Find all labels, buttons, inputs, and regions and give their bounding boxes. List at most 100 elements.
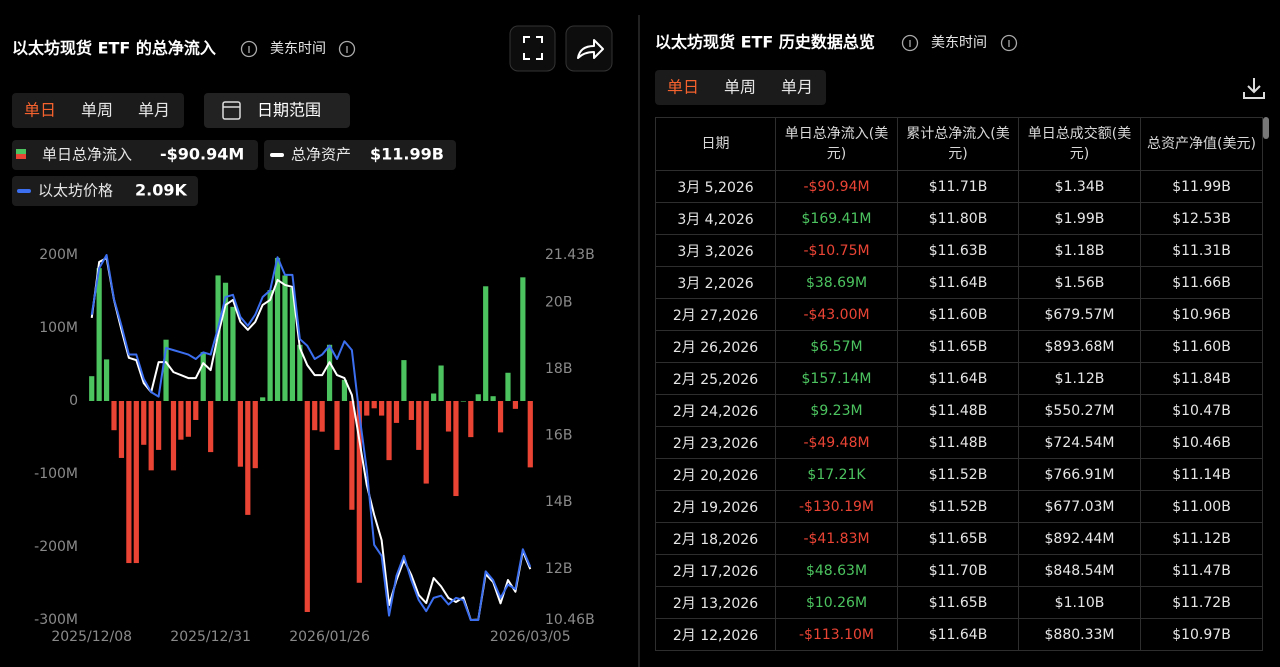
bar[interactable] [274, 257, 281, 401]
bar[interactable] [222, 282, 229, 401]
bar[interactable] [141, 401, 147, 445]
bar[interactable] [178, 401, 184, 440]
tab[interactable]: 单周 [724, 78, 756, 97]
bar[interactable] [282, 275, 288, 401]
table-row[interactable]: 2月 12,2026 -$113.10M $11.64B $880.33M $10.97… [655, 618, 1263, 651]
column-header: 单日总净流入(美元) [775, 117, 898, 171]
bar[interactable] [289, 287, 296, 401]
bar[interactable] [475, 394, 481, 401]
bar[interactable] [423, 401, 429, 484]
bar[interactable] [267, 290, 273, 401]
bar[interactable] [349, 401, 355, 510]
bar[interactable] [453, 401, 459, 497]
tab[interactable]: 单月 [138, 101, 170, 120]
bar[interactable] [527, 401, 533, 468]
tab[interactable]: 单日 [667, 78, 699, 97]
bar[interactable] [341, 379, 348, 401]
bar[interactable] [96, 268, 102, 401]
bar[interactable] [252, 401, 258, 469]
legend-label[interactable]: 以太坊价格 [38, 182, 113, 200]
table-row[interactable]: 2月 25,2026 $157.14M $11.64B $1.12B $11.84B [655, 362, 1263, 395]
bar[interactable] [334, 401, 340, 450]
bar[interactable] [208, 401, 214, 453]
bar[interactable] [89, 376, 95, 401]
table-row[interactable]: 3月 4,2026 $169.41M $11.80B $1.99B $12.53B [655, 202, 1263, 235]
info-icon[interactable] [240, 40, 258, 58]
bar[interactable] [468, 401, 474, 438]
bar[interactable] [356, 401, 362, 583]
bar[interactable] [386, 401, 392, 461]
tab[interactable]: 单周 [81, 101, 113, 120]
bar[interactable] [483, 286, 489, 401]
download-button[interactable] [1243, 78, 1265, 99]
bar[interactable] [230, 306, 236, 401]
bar[interactable] [170, 401, 177, 471]
bar[interactable] [297, 344, 303, 401]
bar[interactable] [520, 277, 526, 401]
table-row[interactable]: 2月 26,2026 $6.57M $11.65B $893.68M $11.60B [655, 330, 1263, 363]
bar[interactable] [111, 401, 117, 431]
table-row[interactable]: 2月 20,2026 $17.21K $11.52B $766.91M $11.14B [655, 458, 1263, 491]
table-row[interactable]: 2月 17,2026 $48.63M $11.70B $848.54M $11.47B [655, 554, 1263, 587]
table-row[interactable]: 2月 24,2026 $9.23M $11.48B $550.27M $10.47B [655, 394, 1263, 427]
info-icon[interactable] [1000, 34, 1018, 52]
table-row[interactable]: 3月 2,2026 $38.69M $11.64B $1.56B $11.66B [655, 266, 1263, 299]
bar[interactable] [505, 372, 511, 401]
bar[interactable] [133, 401, 139, 564]
bar[interactable] [156, 401, 162, 450]
bar[interactable] [148, 401, 154, 471]
bar[interactable] [163, 339, 169, 401]
bar[interactable] [416, 401, 422, 450]
bar[interactable] [245, 401, 251, 515]
tab[interactable]: 单月 [781, 78, 813, 97]
tab[interactable]: 单日 [24, 101, 56, 120]
bar[interactable] [260, 397, 266, 401]
bar[interactable] [200, 352, 206, 401]
bar[interactable] [408, 401, 414, 420]
bar[interactable] [237, 401, 243, 467]
table-row[interactable]: 2月 23,2026 -$49.48M $11.48B $724.54M $10.46B [655, 426, 1263, 459]
bar[interactable] [393, 401, 400, 423]
table-cell: $11.48B [897, 394, 1019, 427]
bar[interactable] [379, 401, 385, 416]
table-row[interactable]: 2月 19,2026 -$130.19M $11.52B $677.03M $11.00… [655, 490, 1263, 523]
bar[interactable] [371, 401, 377, 409]
bar[interactable] [460, 400, 466, 402]
legend-label[interactable]: 总净资产 [291, 146, 351, 164]
bar[interactable] [103, 359, 110, 401]
bar[interactable] [490, 396, 496, 401]
table-row[interactable]: 2月 27,2026 -$43.00M $11.60B $679.57M $10.96B [655, 298, 1263, 331]
table-row[interactable]: 3月 3,2026 -$10.75M $11.63B $1.18B $11.31B [655, 234, 1263, 267]
table-cell: $11.66B [1140, 266, 1263, 299]
bar[interactable] [312, 401, 318, 431]
bar[interactable] [512, 401, 519, 409]
bar[interactable] [118, 401, 125, 458]
info-icon[interactable] [338, 40, 356, 58]
bar[interactable] [401, 360, 407, 401]
scrollbar[interactable] [1263, 117, 1269, 139]
table-row[interactable]: 2月 18,2026 -$41.83M $11.65B $892.44M $11.12B [655, 522, 1263, 555]
y-tick-label: -200M [34, 539, 78, 555]
bar[interactable] [326, 344, 333, 401]
bar[interactable] [193, 401, 199, 420]
bar[interactable] [364, 401, 370, 416]
table-cell: $11.63B [897, 234, 1019, 267]
bar[interactable] [185, 401, 191, 437]
info-icon[interactable] [901, 34, 919, 52]
bar[interactable] [431, 393, 437, 401]
column-header: 总资产净值(美元) [1140, 117, 1263, 171]
legend-label[interactable]: 单日总净流入 [42, 146, 132, 164]
bar[interactable] [497, 401, 504, 433]
right-timezone: 美东时间 [931, 35, 987, 51]
table-cell: -$43.00M [775, 298, 898, 331]
bar[interactable] [126, 401, 132, 564]
table-row[interactable]: 2月 13,2026 $10.26M $11.65B $1.10B $11.72B [655, 586, 1263, 619]
table-row[interactable]: 3月 5,2026 -$90.94M $11.71B $1.34B $11.99B [655, 170, 1263, 203]
bar[interactable] [319, 401, 325, 432]
share-button[interactable] [565, 25, 613, 72]
bar[interactable] [438, 365, 444, 401]
bar[interactable] [304, 401, 310, 612]
date-range-button[interactable]: 日期范围 [204, 93, 350, 128]
bar[interactable] [445, 401, 452, 432]
fullscreen-button[interactable] [509, 25, 556, 72]
